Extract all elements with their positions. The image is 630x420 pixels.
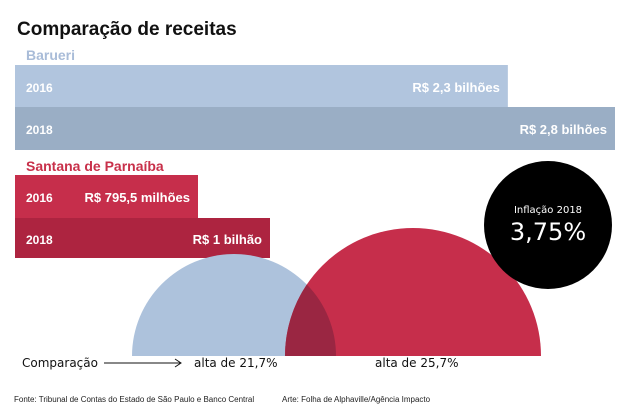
growth-overlap bbox=[285, 284, 336, 356]
group-label-barueri: Barueri bbox=[26, 47, 75, 63]
year-label: 2018 bbox=[26, 233, 53, 247]
chart-title: Comparação de receitas bbox=[17, 19, 237, 40]
inflation-value: 3,75% bbox=[510, 218, 586, 246]
credit-note: Arte: Folha de Alphaville/Agência Impact… bbox=[282, 395, 431, 404]
bar-santana-2016 bbox=[15, 175, 198, 218]
bar-barueri-2018 bbox=[15, 107, 615, 150]
arrow-right-icon bbox=[104, 358, 182, 368]
bar-santana-2018 bbox=[15, 218, 270, 258]
year-label: 2018 bbox=[26, 123, 53, 137]
year-label: 2016 bbox=[26, 191, 53, 205]
value-label: R$ 2,8 bilhões bbox=[520, 122, 607, 137]
growth-semicircle-barueri bbox=[132, 254, 336, 356]
growth-label-santana: alta de 25,7% bbox=[375, 356, 459, 370]
growth-label-barueri: alta de 21,7% bbox=[194, 356, 278, 370]
bar-barueri-2016 bbox=[15, 65, 508, 107]
value-label: R$ 2,3 bilhões bbox=[412, 80, 499, 95]
group-label-santana: Santana de Parnaíba bbox=[26, 158, 164, 174]
growth-semicircle-santana bbox=[285, 228, 541, 356]
inflation-label: Inflação 2018 bbox=[514, 205, 582, 216]
comparison-label: Comparação bbox=[22, 356, 98, 370]
source-note: Fonte: Tribunal de Contas do Estado de S… bbox=[14, 395, 254, 404]
value-label: R$ 1 bilhão bbox=[193, 232, 262, 247]
value-label: R$ 795,5 milhões bbox=[85, 190, 191, 205]
year-label: 2016 bbox=[26, 81, 53, 95]
inflation-circle bbox=[484, 161, 612, 289]
